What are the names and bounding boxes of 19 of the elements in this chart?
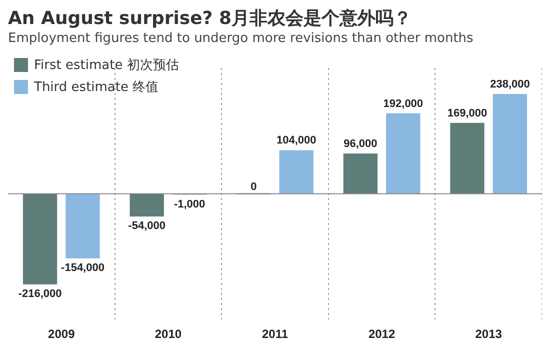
data-label: 169,000 (447, 107, 488, 120)
data-label: -1,000 (174, 198, 206, 210)
chart-title: An August surprise? 8月非农会是个意外吗？ (8, 8, 413, 30)
data-label: 192,000 (383, 98, 424, 110)
x-tick-label: 2010 (154, 327, 182, 342)
data-label: -216,000 (18, 288, 62, 300)
data-label: 96,000 (344, 138, 378, 150)
chart-subtitle: Employment figures tend to undergo more revisions than other months (8, 30, 474, 48)
x-tick-label: 2012 (368, 327, 396, 342)
data-label: 104,000 (276, 134, 316, 147)
x-tick-label: 2013 (475, 327, 502, 342)
data-label: 0 (250, 180, 257, 193)
data-label: 238,000 (490, 78, 530, 91)
data-label: -54,000 (128, 220, 166, 232)
x-tick-label: 2011 (262, 327, 288, 342)
legend-label: First estimate 初次预估 (34, 57, 179, 74)
x-tick-label: 2009 (48, 327, 76, 342)
legend-label: Third estimate 终值 (34, 79, 159, 96)
data-label: -154,000 (61, 262, 104, 274)
